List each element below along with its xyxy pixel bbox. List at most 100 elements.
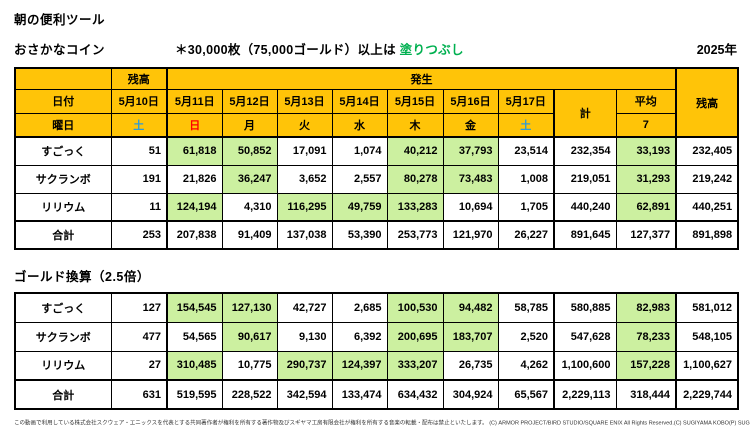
cell: 333,207 — [386, 350, 444, 381]
cell: 2,229,113 — [553, 379, 617, 410]
cell: 90,617 — [221, 321, 278, 352]
weekday-cell: 土 — [110, 112, 168, 138]
date-cell: 5月11日 — [166, 88, 223, 114]
cell: 200,695 — [386, 321, 444, 352]
row-label: 合計 — [14, 220, 112, 250]
cell: 891,645 — [553, 220, 617, 250]
cell: 310,485 — [166, 350, 223, 381]
copyright-disclaimer: この動画で利用している株式会社スクウェア・エニックスを代表とする共同著作者が権利… — [14, 420, 750, 427]
cell: 23,514 — [497, 136, 555, 166]
cell: 78,233 — [615, 321, 677, 352]
page-title: 朝の便利ツール — [14, 13, 106, 27]
blank-corner-cell — [14, 67, 112, 90]
cell: 2,520 — [497, 321, 555, 352]
threshold-note-text: ＊30,000枚（75,000ゴールド）以上は — [175, 43, 400, 57]
header-row-weekdays: 曜日 土 日 月 火 水 木 金 土 7 — [14, 112, 738, 138]
weekday-cell: 月 — [221, 112, 278, 138]
cell: 207,838 — [166, 220, 223, 250]
cell: 547,628 — [553, 321, 617, 352]
cell: 290,737 — [276, 350, 333, 381]
cell: 232,405 — [675, 136, 739, 166]
weekday-cell: 金 — [442, 112, 499, 138]
cell: 1,100,627 — [675, 350, 739, 381]
cell: 232,354 — [553, 136, 617, 166]
cell: 440,240 — [553, 192, 617, 222]
cell: 477 — [110, 321, 168, 352]
cell: 634,432 — [386, 379, 444, 410]
cell: 80,278 — [386, 164, 444, 194]
cell: 51 — [110, 136, 168, 166]
cell: 219,051 — [553, 164, 617, 194]
weekday-cell: 土 — [497, 112, 555, 138]
row-label: リリウム — [14, 192, 112, 222]
weekday-cell: 木 — [386, 112, 444, 138]
cell: 49,759 — [331, 192, 388, 222]
cell: 17,091 — [276, 136, 333, 166]
cell: 54,565 — [166, 321, 223, 352]
cell: 26,227 — [497, 220, 555, 250]
generated-group-header: 発生 — [165, 67, 677, 90]
cell: 124,397 — [331, 350, 388, 381]
cell: 116,295 — [276, 192, 333, 222]
cell: 33,193 — [615, 136, 677, 166]
cell: 2,685 — [331, 292, 388, 323]
weekday-cell: 日 — [166, 112, 223, 138]
average-days-cell: 7 — [615, 112, 677, 138]
cell: 37,793 — [442, 136, 499, 166]
cell: 94,482 — [442, 292, 499, 323]
date-cell: 5月13日 — [276, 88, 333, 114]
cell: 1,008 — [497, 164, 555, 194]
cell: 891,898 — [675, 220, 739, 250]
cell: 228,522 — [221, 379, 278, 410]
table-row: サクランボ 191 21,826 36,247 3,652 2,557 80,2… — [14, 164, 739, 194]
cell: 342,594 — [276, 379, 333, 410]
cell: 581,012 — [675, 292, 739, 323]
average-column-header: 平均 — [615, 88, 677, 114]
cell: 580,885 — [553, 292, 617, 323]
section1-header: おさかなコイン ＊30,000枚（75,000ゴールド）以上は 塗りつぶし 20… — [14, 39, 737, 58]
cell: 100,530 — [386, 292, 444, 323]
total-column-header: 計 — [553, 88, 617, 138]
cell: 191 — [110, 164, 168, 194]
cell: 253 — [110, 220, 168, 250]
row-label: リリウム — [14, 350, 112, 381]
date-cell: 5月16日 — [442, 88, 499, 114]
cell: 137,038 — [276, 220, 333, 250]
cell: 4,310 — [221, 192, 278, 222]
cell: 91,409 — [221, 220, 278, 250]
cell: 127,130 — [221, 292, 278, 323]
cell: 318,444 — [615, 379, 677, 410]
cell: 53,390 — [331, 220, 388, 250]
cell: 121,970 — [442, 220, 499, 250]
weekday-row-label: 曜日 — [14, 112, 112, 138]
cell: 9,130 — [276, 321, 333, 352]
table-row: リリウム 11 124,194 4,310 116,295 49,759 133… — [14, 192, 739, 222]
cell: 36,247 — [221, 164, 278, 194]
cell: 519,595 — [166, 379, 223, 410]
cell: 2,229,744 — [675, 379, 739, 410]
cell: 154,545 — [166, 292, 223, 323]
threshold-note: ＊30,000枚（75,000ゴールド）以上は 塗りつぶし — [175, 39, 697, 58]
year-label: 2025年 — [696, 43, 737, 57]
cell: 58,785 — [497, 292, 555, 323]
gold-table: すごっく 127 154,545 127,130 42,727 2,685 10… — [14, 292, 739, 410]
cell: 6,392 — [331, 321, 388, 352]
total-row: 合計 253 207,838 91,409 137,038 53,390 253… — [14, 220, 739, 250]
cell: 10,694 — [442, 192, 499, 222]
cell: 157,228 — [615, 350, 677, 381]
cell: 183,707 — [442, 321, 499, 352]
table-row: すごっく 51 61,818 50,852 17,091 1,074 40,21… — [14, 136, 739, 166]
cell: 26,735 — [442, 350, 499, 381]
cell: 3,652 — [276, 164, 333, 194]
cell: 133,283 — [386, 192, 444, 222]
cell: 2,557 — [331, 164, 388, 194]
cell: 4,262 — [497, 350, 555, 381]
row-label: すごっく — [14, 292, 112, 323]
cell: 65,567 — [497, 379, 555, 410]
cell: 631 — [110, 379, 168, 410]
cell: 31,293 — [615, 164, 677, 194]
cell: 82,983 — [615, 292, 677, 323]
header-row-dates: 日付 5月10日 5月11日 5月12日 5月13日 5月14日 5月15日 5… — [14, 88, 738, 138]
cell: 124,194 — [166, 192, 223, 222]
cell: 73,483 — [442, 164, 499, 194]
